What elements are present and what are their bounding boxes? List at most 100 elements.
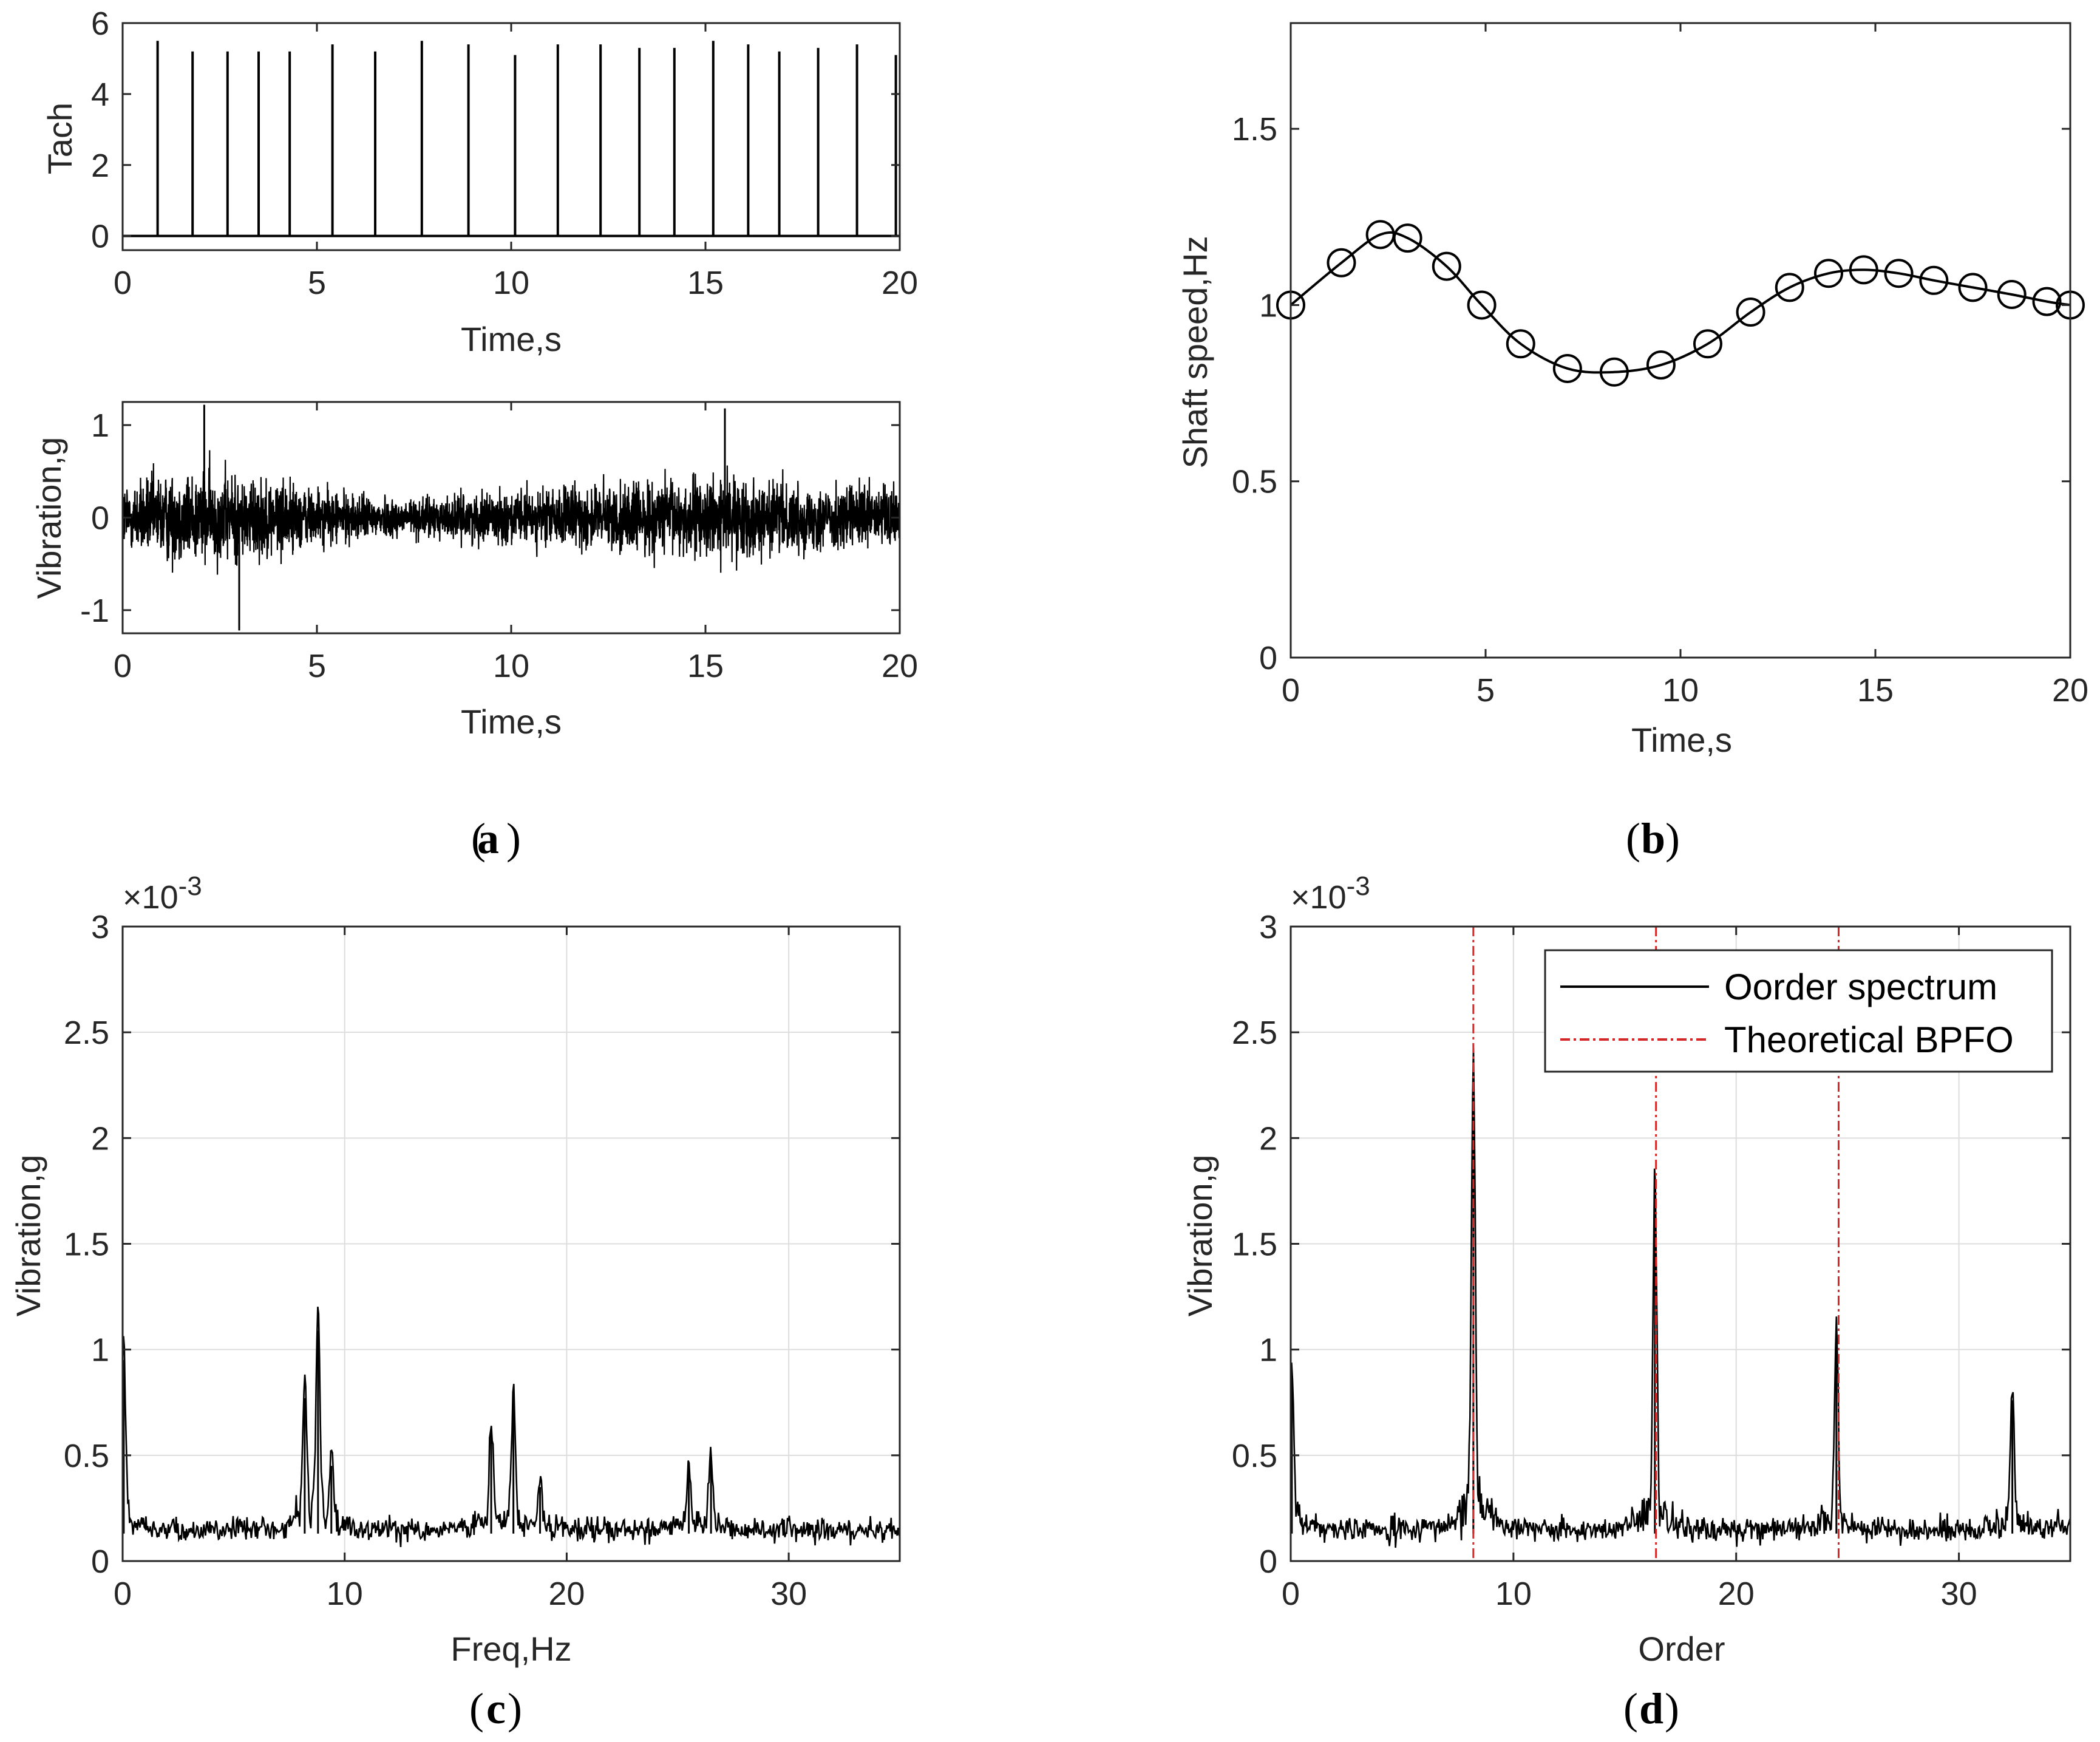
b-ytick-label-0: 0 (1259, 640, 1277, 676)
b-series-line (1290, 231, 2071, 374)
b-xtick-label-1: 5 (1476, 672, 1495, 709)
a-vib-axes: 0 5 10 15 20-101 (80, 401, 918, 684)
c-ytick-label-1: 0.5 (64, 1438, 109, 1474)
svg-text:(: ( (1623, 1684, 1638, 1733)
c-plot-area (121, 1306, 901, 1547)
c-xtick-label-1: 10 (327, 1576, 363, 1612)
b-marker-1 (1327, 248, 1356, 277)
caption-c: ( c ) (469, 1684, 522, 1733)
caption-d: ( d ) (1623, 1684, 1679, 1733)
b-marker-15 (1884, 259, 1914, 288)
a-vib-xtick-label-2: 10 (493, 648, 529, 684)
a-tach-axes: 0 5 10 15 20 0 2 4 6 (91, 5, 918, 301)
b-marker-3 (1393, 223, 1422, 253)
d-xtick-label-0: 0 (1282, 1576, 1300, 1612)
a-vib-xlabel: Time,s (461, 703, 562, 741)
b-marker-10 (1693, 329, 1722, 359)
c-xlabel: Freq,Hz (450, 1630, 571, 1668)
caption-a-letter: a (477, 814, 499, 863)
a-tach-xtick-label-0: 0 (114, 265, 132, 301)
d-ytick-label-1: 0.5 (1232, 1438, 1277, 1474)
b-ytick-label-1: 0.5 (1232, 464, 1277, 500)
d-exponent-label: ×10-3 (1291, 871, 1370, 916)
b-marker-6 (1506, 329, 1535, 359)
b-marker-14 (1849, 255, 1878, 285)
a-tach-xtick-label-3: 15 (687, 265, 724, 301)
panel-d-order-spectrum: Vibration,g Order 0 10 20 30 0 0.5 1 1.5 2 2.5 3 ×1… (1181, 871, 2071, 1668)
b-marker-4 (1432, 251, 1461, 281)
svg-text:): ) (1665, 1684, 1679, 1733)
a-tach-plot-area (123, 41, 900, 237)
c-exponent-label: ×10-3 (123, 871, 202, 916)
d-ytick-label-3: 1.5 (1232, 1227, 1277, 1263)
c-ytick-label-0: 0 (91, 1543, 109, 1580)
b-xlabel: Time,s (1631, 721, 1732, 759)
b-marker-9 (1646, 350, 1676, 380)
a-vib-plot-area (121, 404, 901, 631)
b-marker-7 (1552, 353, 1582, 383)
a-tach-ytick-label-0: 0 (91, 219, 109, 255)
d-xtick-label-2: 20 (1718, 1576, 1755, 1612)
d-axes: 0 10 20 30 0 0.5 1 1.5 2 2.5 3 ×10-3 (1232, 871, 2071, 1612)
a-tach-ytick-label-2: 4 (91, 77, 109, 113)
c-ytick-label-6: 3 (91, 909, 109, 945)
c-ytick-label-4: 2 (91, 1120, 109, 1157)
a-tach-ytick-label-1: 2 (91, 148, 109, 184)
b-marker-19 (2032, 287, 2062, 316)
d-legend: Oorder spectrum Theoretical BPFO (1544, 949, 2053, 1073)
a-vib-ytick-label-0: -1 (80, 593, 109, 629)
a-tach-ytick-label-3: 6 (91, 5, 109, 42)
svg-text:(: ( (1626, 814, 1640, 863)
b-xtick-label-0: 0 (1282, 672, 1300, 709)
d-xtick-label-1: 10 (1495, 1576, 1532, 1612)
c-frame (121, 925, 901, 1562)
c-ytick-label-5: 2.5 (64, 1015, 109, 1051)
a-vib-xtick-label-3: 15 (687, 648, 724, 684)
a-vib-ytick-label-1: 0 (91, 500, 109, 537)
b-marker-11 (1736, 298, 1765, 327)
a-vib-xtick-label-0: 0 (114, 648, 132, 684)
svg-text:(: ( (469, 1684, 484, 1733)
d-ytick-label-2: 1 (1259, 1332, 1277, 1369)
d-legend-label-spectrum: Oorder spectrum (1724, 967, 1997, 1007)
b-marker-12 (1775, 273, 1804, 302)
caption-a: ( a ) (471, 814, 521, 863)
c-xtick-label-0: 0 (114, 1576, 132, 1612)
b-frame (1290, 22, 2071, 659)
a-tach-xlabel: Time,s (461, 320, 562, 358)
b-xtick-label-3: 15 (1857, 672, 1894, 709)
c-axes: 0 10 20 30 0 0.5 1 1.5 2 2.5 3 ×10-3 (64, 871, 901, 1612)
a-vib-series-line (121, 450, 901, 575)
caption-b: ( b ) (1626, 814, 1680, 863)
b-marker-17 (1958, 273, 1988, 302)
b-marker-16 (1919, 265, 1949, 295)
d-ylabel: Vibration,g (1181, 1155, 1219, 1317)
b-marker-5 (1467, 290, 1497, 320)
b-xtick-label-4: 20 (2052, 672, 2088, 709)
d-series-line (1290, 1048, 2071, 1548)
a-vib-ylabel: Vibration,g (30, 437, 68, 599)
b-marker-8 (1599, 357, 1629, 387)
c-series-line (121, 1306, 901, 1547)
d-ytick-label-4: 2 (1259, 1120, 1277, 1157)
svg-text:): ) (1665, 814, 1680, 863)
caption-b-letter: b (1641, 814, 1665, 863)
d-ytick-label-6: 3 (1259, 909, 1277, 945)
c-xtick-label-3: 30 (770, 1576, 807, 1612)
panel-b-shaft-speed: Shaft speed,Hz Time,s 0 5 10 15 20 0 0.5 1 1.5 (1176, 22, 2088, 759)
svg-text:): ) (508, 1684, 522, 1733)
a-vib-frame (121, 401, 901, 635)
svg-text:): ) (506, 814, 521, 863)
a-tach-frame (121, 22, 901, 251)
a-tach-ylabel: Tach (41, 103, 79, 174)
c-ylabel: Vibration,g (9, 1155, 47, 1317)
d-ytick-label-5: 2.5 (1232, 1015, 1277, 1051)
a-tach-xtick-label-4: 20 (882, 265, 918, 301)
d-legend-label-bpfo: Theoretical BPFO (1724, 1019, 2014, 1060)
d-xtick-label-3: 30 (1941, 1576, 1977, 1612)
svg-text:(: ( (471, 814, 486, 863)
c-xtick-label-2: 20 (548, 1576, 585, 1612)
panel-a-vibration: Vibration,g Time,s 0 5 10 15 20-101 (30, 401, 918, 741)
